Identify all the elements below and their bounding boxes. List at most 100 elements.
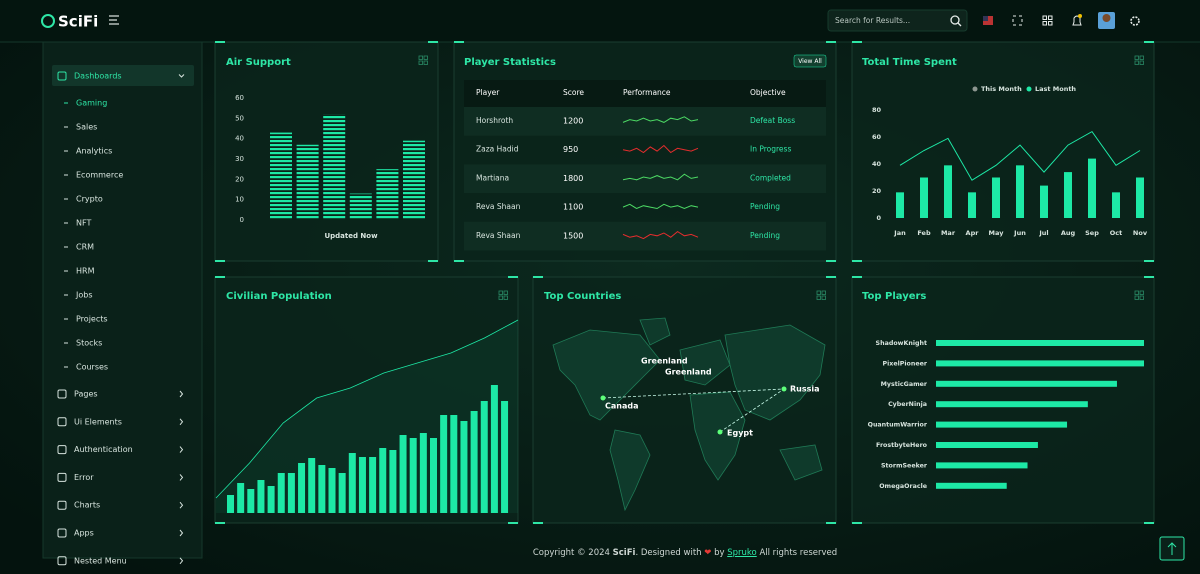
submenu-item[interactable]: HRM <box>76 267 95 276</box>
header-bar <box>0 0 1200 42</box>
bar <box>399 435 407 513</box>
menu-item[interactable]: Ui Elements <box>74 417 122 426</box>
settings-icon[interactable] <box>1130 16 1140 26</box>
x-tick-label: Jul <box>1038 229 1048 237</box>
footer-brand: SciFi <box>612 548 636 558</box>
menu-chevron <box>179 446 184 453</box>
menu-item[interactable]: Nested Menu <box>74 556 127 565</box>
bar <box>1016 165 1024 218</box>
bar <box>1040 185 1048 218</box>
bell-icon[interactable] <box>1072 15 1082 26</box>
x-tick-label: Apr <box>966 229 980 237</box>
submenu-item[interactable]: Stocks <box>76 339 102 348</box>
x-tick-label: Mar <box>941 229 956 237</box>
search-box[interactable] <box>827 9 968 32</box>
sidebar <box>42 41 203 559</box>
sparkline <box>622 230 699 240</box>
x-tick-label: Sep <box>1085 229 1099 237</box>
sparkline <box>622 173 699 181</box>
y-tick-label: 60 <box>235 94 244 102</box>
legend-label: Last Month <box>1035 85 1076 93</box>
panel-icon <box>821 295 826 300</box>
menu-icon <box>57 556 67 566</box>
bar <box>419 433 427 513</box>
player-name: Zaza Hadid <box>476 145 519 154</box>
heart: ❤ <box>704 548 712 558</box>
submenu-item[interactable]: Courses <box>76 363 108 372</box>
x-tick-label: Feb <box>917 229 931 237</box>
player-name: Reva Shaan <box>476 231 521 240</box>
submenu-item[interactable]: Ecommerce <box>76 171 123 180</box>
footer: Copyright © 2024 SciFi. Designed with ❤ … <box>420 548 950 558</box>
panel-icon <box>1139 60 1144 65</box>
x-tick-label: Jun <box>1013 229 1026 237</box>
footer-by: by <box>714 548 725 558</box>
x-tick-label: May <box>989 229 1005 237</box>
bar <box>936 482 1007 489</box>
panel-title: Civilian Population <box>226 291 332 302</box>
flag-canton <box>983 16 988 21</box>
legend-marker <box>972 86 978 92</box>
menu-item[interactable]: Error <box>74 473 94 482</box>
menu-toggle[interactable] <box>109 15 119 25</box>
world-map <box>552 317 826 512</box>
panel-icon <box>821 290 826 295</box>
x-tick-label: Jan <box>893 229 906 237</box>
bar <box>450 415 458 513</box>
sparkline <box>622 144 699 154</box>
objective: Defeat Boss <box>750 116 795 125</box>
submenu-item[interactable]: Jobs <box>75 291 93 300</box>
search-placeholder: Search for Results... <box>835 16 910 25</box>
submenu-item[interactable]: CRM <box>76 243 94 252</box>
footer-author[interactable]: Spruko <box>727 548 757 558</box>
menu-item[interactable]: Authentication <box>74 445 133 454</box>
fullscreen-icon[interactable] <box>1012 15 1023 26</box>
panel-title: Top Players <box>862 291 926 302</box>
menu-item[interactable]: Dashboards <box>74 72 122 81</box>
panel-icon <box>1134 295 1139 300</box>
y-tick-label: 30 <box>235 155 244 163</box>
menu-icon <box>57 472 67 482</box>
menu-item[interactable]: Charts <box>74 501 100 510</box>
bar <box>296 144 319 220</box>
route <box>602 388 785 399</box>
submenu-item[interactable]: Sales <box>76 123 97 132</box>
menu-item[interactable]: Apps <box>74 529 94 538</box>
submenu-item[interactable]: NFT <box>76 219 91 228</box>
search-icon[interactable] <box>950 15 962 27</box>
submenu-item[interactable]: Projects <box>76 315 108 324</box>
y-tick-label: 40 <box>872 160 882 168</box>
bar <box>1064 172 1072 218</box>
y-tick-label: 20 <box>872 187 882 195</box>
y-tick-label: 10 <box>235 196 244 204</box>
view-all-label: View All <box>798 58 822 65</box>
scroll-top-arrow <box>1167 542 1177 555</box>
panel-title: Player Statistics <box>464 57 556 68</box>
row-bg <box>464 164 826 194</box>
line <box>215 319 519 499</box>
place-label: Greenland <box>665 368 712 377</box>
y-tick-label: StormSeeker <box>881 462 928 469</box>
objective: In Progress <box>750 145 791 154</box>
footer-prefix: Copyright © 2024 <box>532 548 610 558</box>
menu-item[interactable]: Pages <box>74 390 98 399</box>
submenu-item[interactable]: Analytics <box>76 147 112 156</box>
panel-icon <box>1134 290 1139 295</box>
view-all-button[interactable] <box>793 54 827 68</box>
bar <box>1088 158 1096 218</box>
player-name: Horshroth <box>476 116 513 125</box>
submenu-item[interactable]: Gaming <box>76 99 107 108</box>
bar <box>349 193 372 220</box>
submenu-item[interactable]: Crypto <box>76 195 103 204</box>
bar <box>936 380 1117 387</box>
bar <box>369 457 377 513</box>
apps-icon[interactable] <box>1042 15 1053 26</box>
panel-icon <box>498 295 503 300</box>
menu-chevron <box>179 390 184 398</box>
objective: Pending <box>750 231 780 240</box>
y-tick-label: 20 <box>235 175 244 183</box>
bar <box>470 411 478 513</box>
bar <box>501 401 509 513</box>
menu-icon <box>57 445 67 455</box>
y-tick-label: 60 <box>872 133 882 141</box>
